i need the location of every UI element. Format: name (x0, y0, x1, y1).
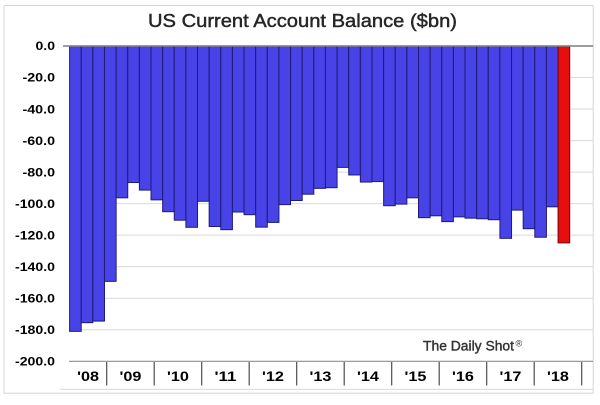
svg-text:-180.0: -180.0 (15, 323, 55, 337)
svg-text:-120.0: -120.0 (15, 228, 55, 242)
svg-text:'09: '09 (120, 369, 142, 384)
svg-text:'08: '08 (77, 369, 99, 384)
svg-text:'17: '17 (500, 369, 522, 384)
svg-text:'18: '18 (547, 369, 569, 384)
svg-text:-20.0: -20.0 (23, 71, 56, 85)
svg-text:'11: '11 (215, 369, 237, 384)
svg-text:'16: '16 (452, 369, 474, 384)
svg-text:-160.0: -160.0 (15, 291, 55, 305)
svg-text:'10: '10 (167, 369, 189, 384)
svg-text:'12: '12 (262, 369, 284, 384)
svg-text:®: ® (516, 339, 523, 349)
svg-text:-40.0: -40.0 (23, 102, 56, 116)
svg-text:-200.0: -200.0 (15, 355, 55, 369)
svg-text:US Current Account Balance ($b: US Current Account Balance ($bn) (148, 11, 457, 31)
svg-text:-100.0: -100.0 (15, 197, 55, 211)
svg-text:-60.0: -60.0 (23, 134, 56, 148)
svg-text:The Daily Shot: The Daily Shot (423, 339, 514, 354)
svg-text:'13: '13 (310, 369, 332, 384)
svg-text:'15: '15 (405, 369, 427, 384)
svg-text:'14: '14 (357, 369, 379, 384)
svg-text:0.0: 0.0 (36, 39, 56, 53)
svg-text:-80.0: -80.0 (23, 165, 56, 179)
svg-text:-140.0: -140.0 (15, 260, 55, 274)
